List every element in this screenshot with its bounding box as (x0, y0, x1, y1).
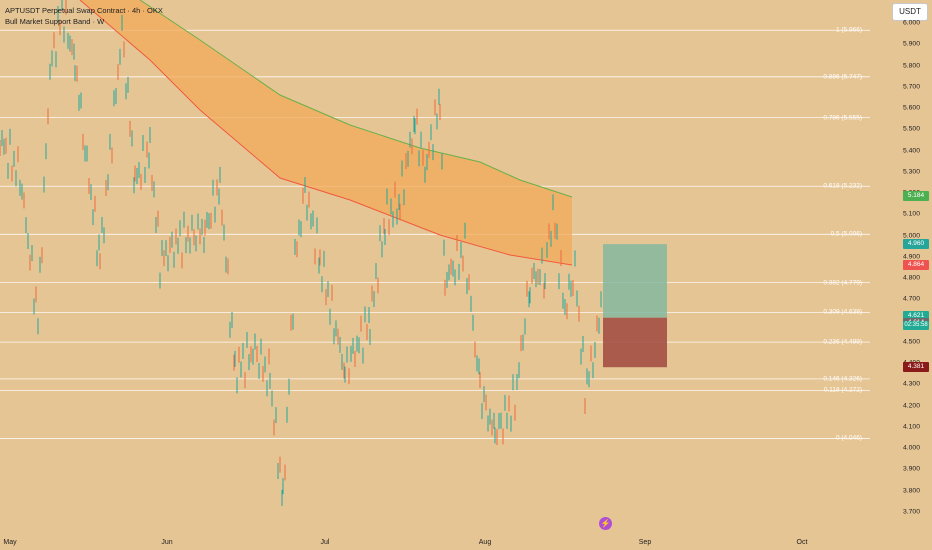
loss-zone (603, 317, 667, 368)
price-axis-label: 5.000 (902, 232, 920, 240)
currency-button[interactable]: USDT (892, 3, 928, 21)
fib-label: 0.886 (5.747) (823, 73, 862, 81)
support-band-lower (79, 0, 573, 266)
symbol-title[interactable]: APTUSDT Perpetual Swap Contract · 4h · O… (5, 6, 163, 15)
price-axis-label: 5.800 (902, 62, 920, 70)
time-axis-label: Jul (320, 539, 330, 546)
fib-label: 0.382 (4.779) (823, 279, 862, 287)
price-tag: 4.621 (903, 311, 929, 322)
price-axis-label: 4.100 (902, 423, 920, 431)
price-axis-label: 4.000 (902, 444, 920, 452)
price-axis-label: 4.200 (902, 402, 920, 410)
time-axis-label: Jun (161, 539, 173, 546)
price-axis-label: 4.700 (902, 295, 920, 303)
fib-label: 0.236 (4.499) (823, 338, 862, 346)
fib-label: 0 (4.046) (835, 434, 862, 442)
price-axis-label: 5.700 (902, 83, 920, 91)
price-axis-label: 5.400 (902, 147, 920, 155)
time-axis-label: Oct (796, 539, 808, 546)
price-tag: 5.184 (903, 191, 929, 202)
fib-label: 0.5 (5.006) (830, 230, 862, 238)
price-axis-label: 5.100 (902, 210, 920, 218)
price-tag: 4.960 (903, 239, 929, 250)
time-axis-label: Aug (478, 539, 492, 546)
countdown-tag: 02:35:58 (903, 321, 929, 331)
price-axis-label: 4.300 (902, 380, 920, 388)
price-axis-label: 3.800 (902, 487, 920, 495)
price-axis-label: 3.700 (902, 508, 920, 516)
price-axis-label: 4.500 (902, 338, 920, 346)
price-axis-label: 5.600 (902, 104, 920, 112)
fib-label: 0.618 (5.232) (823, 182, 862, 190)
fib-label: 0.118 (4.272) (823, 386, 862, 394)
fib-label: 1 (5.966) (835, 26, 862, 34)
support-band-upper (139, 0, 573, 198)
profit-zone (603, 244, 667, 318)
price-axis-label: 5.300 (902, 168, 920, 176)
indicator-title[interactable]: Bull Market Support Band · W (5, 17, 105, 26)
fib-label: 0.786 (5.555) (823, 114, 862, 122)
chart-legend: APTUSDT Perpetual Swap Contract · 4h · O… (5, 5, 163, 27)
price-axis-label: 6.000 (902, 19, 920, 27)
price-axis-label: 3.900 (902, 465, 920, 473)
price-axis-label: 5.500 (902, 125, 920, 133)
fib-label: 0.146 (4.326) (823, 375, 862, 383)
fib-label: 0.309 (4.639) (823, 308, 862, 316)
price-tag: 4.864 (903, 259, 929, 270)
lightning-icon[interactable]: ⚡ (599, 517, 612, 530)
price-axis-label: 5.900 (902, 40, 920, 48)
price-tag: 4.381 (903, 362, 929, 373)
time-axis-label: May (3, 539, 17, 546)
support-band-fill (80, 0, 572, 265)
price-axis-label: 4.900 (902, 253, 920, 261)
time-axis-label: Sep (638, 539, 652, 546)
price-axis-label: 4.800 (902, 274, 920, 282)
